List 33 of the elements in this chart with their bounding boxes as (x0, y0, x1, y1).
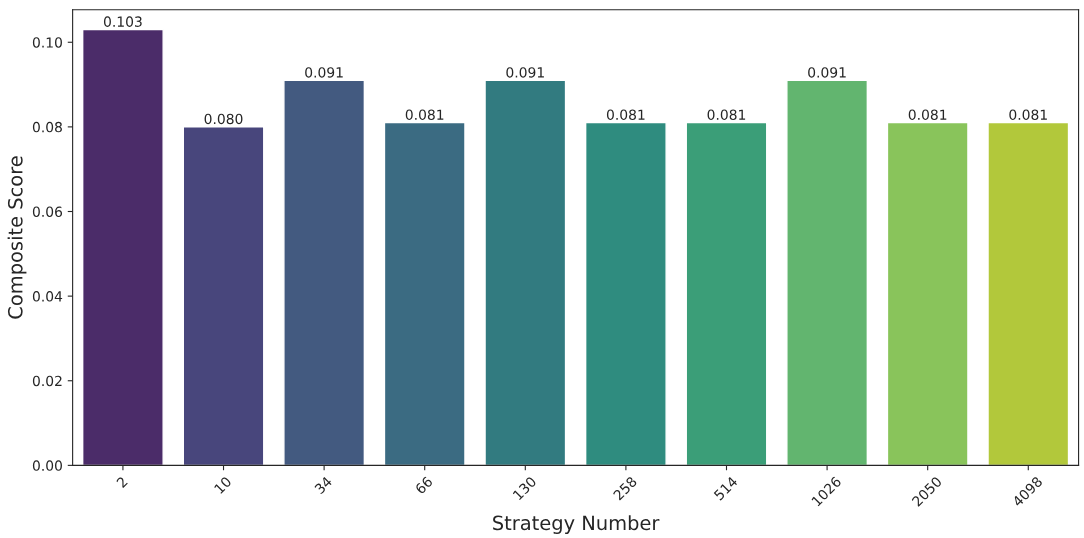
bar (886, 121, 969, 466)
x-axis-title: Strategy Number (493, 515, 660, 534)
bar (685, 121, 768, 466)
data-label: 0.103 (103, 16, 142, 27)
data-label: 0.091 (506, 67, 544, 78)
bar (584, 121, 667, 466)
bar (987, 121, 1070, 466)
bar (81, 28, 164, 466)
y-tick-label: 0.08 (32, 121, 62, 133)
x-tick-label: 34 (314, 475, 333, 495)
bar (283, 79, 366, 466)
data-label: 0.091 (808, 67, 846, 78)
data-label: 0.081 (1009, 109, 1047, 120)
x-tick-label: 66 (414, 475, 434, 495)
data-label: 0.081 (908, 109, 947, 120)
bar (786, 79, 869, 466)
data-label: 0.081 (707, 109, 746, 120)
data-label: 0.091 (305, 67, 343, 78)
y-axis-title: Composite Score (7, 156, 27, 319)
bar (383, 121, 466, 466)
data-label: 0.080 (204, 113, 243, 125)
y-tick-label: 0.02 (32, 375, 62, 387)
x-tick-label: 130 (512, 475, 537, 501)
x-tick-label: 2 (115, 476, 128, 489)
y-tick-label: 0.04 (32, 291, 63, 302)
data-label: 0.081 (606, 109, 645, 120)
y-tick-label: 0.06 (32, 206, 63, 217)
x-tick-label: 10 (213, 475, 232, 495)
y-tick-label: 0.10 (32, 37, 62, 48)
bar (484, 79, 567, 466)
data-label: 0.081 (405, 109, 444, 120)
bar (182, 126, 265, 466)
y-tick-label: 0.00 (32, 460, 62, 471)
